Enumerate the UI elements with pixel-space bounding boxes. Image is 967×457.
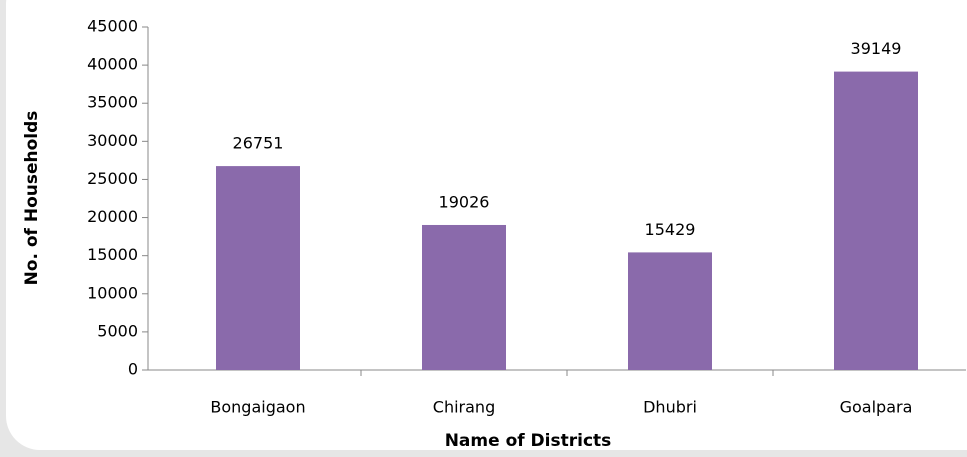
y-tick-label: 0 [128,360,138,379]
bar [628,252,712,370]
y-axis-title: No. of Households [22,111,42,286]
bar [216,166,300,370]
y-tick-label: 10000 [87,283,138,302]
data-label: 15429 [645,220,696,239]
y-tick-label: 30000 [87,131,138,150]
y-tick-label: 25000 [87,169,138,188]
x-axis-title: Name of Districts [445,431,612,451]
y-tick-label: 20000 [87,207,138,226]
y-tick-label: 15000 [87,245,138,264]
y-tick-label: 45000 [87,17,138,36]
x-tick-label: Goalpara [840,398,913,417]
data-label: 39149 [851,39,902,58]
x-tick-label: Dhubri [643,398,697,417]
y-tick-label: 40000 [87,55,138,74]
data-label: 26751 [233,134,284,153]
x-tick-label: Bongaigaon [210,398,305,417]
data-label: 19026 [439,192,490,211]
bar [422,224,506,370]
y-tick-label: 5000 [97,321,138,340]
y-tick-label: 35000 [87,93,138,112]
x-tick-label: Chirang [433,398,495,417]
bar [834,71,918,370]
